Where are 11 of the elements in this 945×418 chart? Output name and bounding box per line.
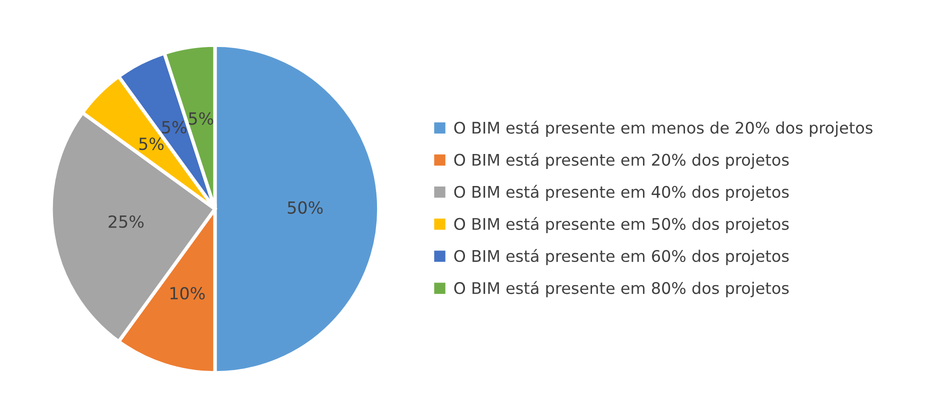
legend-label: O BIM está presente em 20% dos projetos: [454, 152, 789, 169]
legend-label: O BIM está presente em 40% dos projetos: [454, 184, 789, 202]
data-label: 5%: [139, 138, 164, 150]
data-label: 5%: [162, 120, 186, 134]
data-label: 50%: [288, 201, 323, 214]
data-label: 10%: [170, 286, 205, 300]
data-label: 25%: [108, 215, 144, 228]
legend-label: O BIM está presente em 50% dos projetos: [454, 216, 789, 234]
legend-label: O BIM está presente em 60% dos projetos: [454, 249, 789, 266]
legend-label: O BIM está presente em 80% dos projetos: [454, 281, 789, 298]
legend-label: O BIM está presente em menos de 20% dos projetos: [454, 120, 872, 137]
